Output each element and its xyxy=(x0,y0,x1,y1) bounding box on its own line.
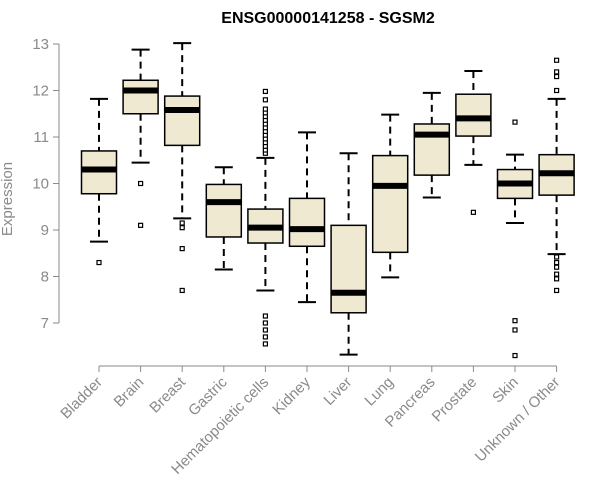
x-tick-label: Breast xyxy=(146,373,189,416)
box-lung xyxy=(371,113,409,279)
x-tick-label: Skin xyxy=(489,374,522,407)
y-tick-label: 11 xyxy=(33,129,49,146)
box-body xyxy=(122,79,159,115)
outlier-point xyxy=(179,287,185,294)
outlier-point xyxy=(179,246,185,252)
box-hematopoietic-cells xyxy=(247,88,284,347)
outlier-point xyxy=(553,287,560,294)
outlier-point xyxy=(553,276,560,282)
outlier-point xyxy=(138,180,144,187)
outlier-point xyxy=(262,327,268,333)
outlier-point xyxy=(553,87,560,94)
box-body xyxy=(163,95,201,147)
box-unknown-other xyxy=(538,57,575,294)
box-liver xyxy=(330,152,367,356)
box-body xyxy=(455,93,492,137)
outlier-point xyxy=(553,264,560,270)
box-breast xyxy=(163,42,201,294)
outlier-point xyxy=(262,334,268,340)
outlier-point xyxy=(262,313,268,319)
boxes xyxy=(80,42,575,359)
outlier-point xyxy=(553,57,560,63)
outlier-point xyxy=(262,320,268,326)
outlier-point xyxy=(179,220,185,226)
outlier-point xyxy=(553,254,560,260)
outlier-point xyxy=(262,88,268,95)
outlier-point xyxy=(553,259,560,266)
y-tick-label: 9 xyxy=(41,222,49,239)
y-tick-label: 12 xyxy=(32,83,49,100)
outlier-point xyxy=(96,259,102,266)
y-axis: 7 8 9 10 11 12 13 xyxy=(32,36,60,332)
y-tick-label: 7 xyxy=(41,315,49,332)
outlier-point xyxy=(179,225,185,231)
y-axis-label: Expression xyxy=(0,162,16,236)
box-brain xyxy=(122,48,159,228)
box-body xyxy=(330,224,367,314)
x-tick-label: Prostate xyxy=(429,374,481,426)
x-tick-label: Brain xyxy=(111,374,148,411)
x-tick-label: Bladder xyxy=(57,374,106,423)
x-tick-label: Kidney xyxy=(269,373,314,418)
outlier-point xyxy=(553,69,560,75)
box-gastric xyxy=(205,166,243,271)
outlier-point xyxy=(138,222,144,228)
box-bladder xyxy=(80,97,118,266)
outlier-point xyxy=(262,341,268,347)
outlier-point xyxy=(512,119,518,125)
x-tick-label: Lung xyxy=(361,374,397,410)
outlier-point xyxy=(262,97,268,103)
outlier-point xyxy=(553,73,560,80)
y-tick-label: 13 xyxy=(32,36,49,53)
y-tick-label: 8 xyxy=(41,269,49,286)
box-body xyxy=(413,123,451,176)
box-pancreas xyxy=(413,91,451,199)
chart-title: ENSG00000141258 - SGSM2 xyxy=(221,10,435,27)
x-tick-label: Liver xyxy=(320,374,355,409)
outlier-point xyxy=(512,327,518,333)
box-body xyxy=(205,183,243,238)
box-body xyxy=(288,197,326,248)
box-kidney xyxy=(288,131,326,304)
outlier-point xyxy=(553,271,560,277)
box-body xyxy=(371,154,409,254)
outlier-point xyxy=(262,106,268,112)
outlier-point xyxy=(470,209,476,215)
outlier-point xyxy=(512,318,518,324)
box-prostate xyxy=(455,69,492,215)
box-skin xyxy=(496,119,534,359)
y-tick-label: 10 xyxy=(32,176,49,193)
outlier-point xyxy=(512,352,518,359)
